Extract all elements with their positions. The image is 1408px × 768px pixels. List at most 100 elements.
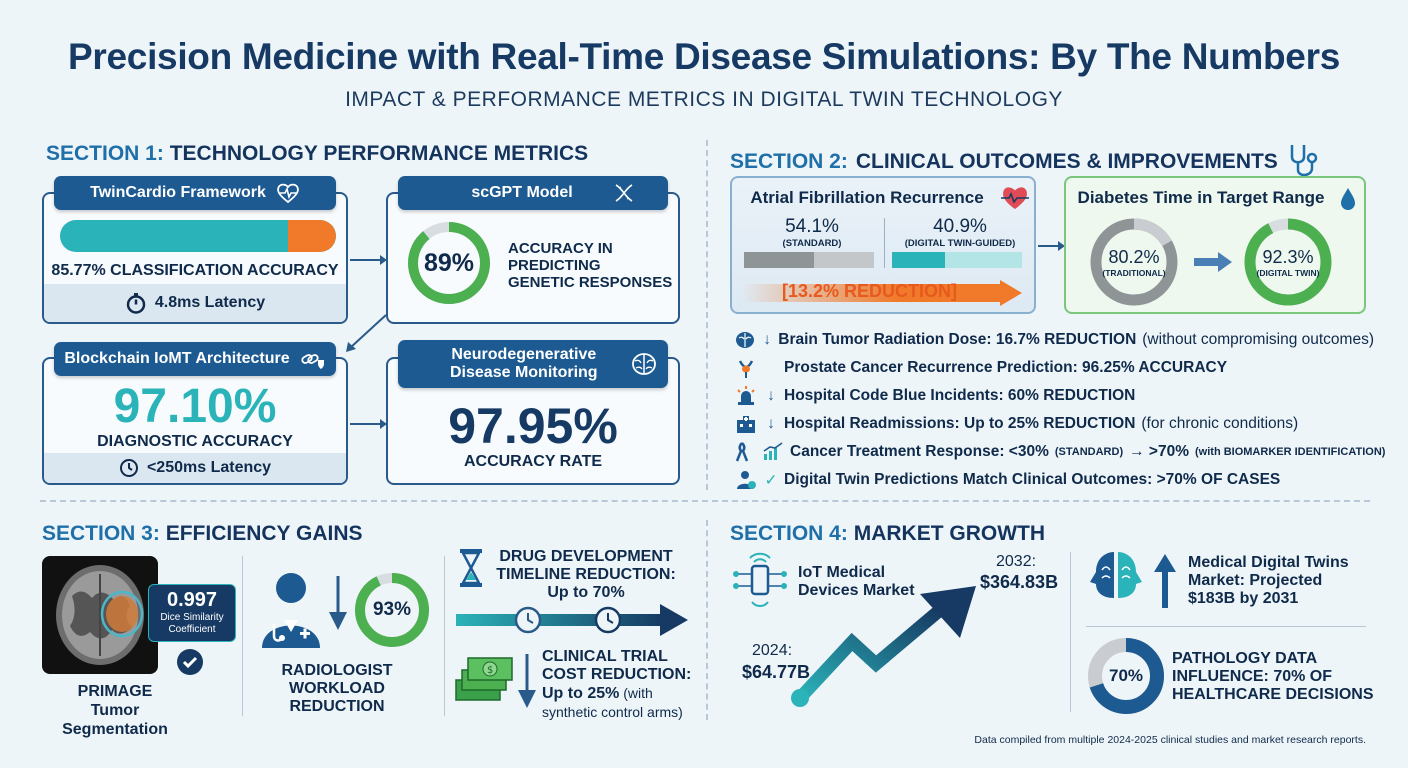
list-item-small: (STANDARD) [1054,446,1124,458]
list-item: ↓ Hospital Code Blue Incidents: 60% REDU… [734,382,1374,410]
diabetes-twin-value: 92.3% [1262,246,1314,267]
dice-score-badge: 0.997 Dice Similarity Coefficient [148,584,236,642]
diabetes-traditional-label: (TRADITIONAL) [1102,267,1166,278]
pathology-label-line1: PATHOLOGY DATA [1172,650,1318,667]
chain-shield-icon [300,354,324,369]
section1-prefix: SECTION 1: [46,142,164,165]
list-item-bold-2: → >70% [1129,443,1189,460]
section2-prefix: SECTION 2: [730,150,848,173]
list-item: ✓ Digital Twin Predictions Match Clinica… [734,466,1374,494]
section1-heading: SECTION 1: TECHNOLOGY PERFORMANCE METRIC… [46,142,588,166]
twincardio-latency-strip: 4.8ms Latency [44,284,346,322]
afib-standard-bar-fill [744,252,815,268]
brain-mri-icon [56,565,144,665]
arrow-right-icon-4 [1194,252,1232,272]
drop-icon [1341,188,1355,210]
outcomes-list: ↓ Brain Tumor Radiation Dose: 16.7% REDU… [734,326,1385,494]
radiologist-donut [355,573,429,647]
twins-label: Medical Digital Twins Market: Projected … [1188,554,1349,608]
hospital-icon [734,412,758,436]
neuro-value: 97.95% [448,398,618,454]
diabetes-twin-label: (DIGITAL TWIN) [1256,267,1320,278]
diabetes-twin: 92.3% (DIGITAL TWIN) [1242,216,1334,308]
dice-score-value: 0.997 [166,589,218,611]
arrow-right-icon-3 [1038,241,1065,251]
list-item-bold: Brain Tumor Radiation Dose: 16.7% REDUCT… [778,331,1137,348]
blockchain-latency: <250ms Latency [146,459,272,476]
twincardio-metric: 85.77% CLASSIFICATION ACCURACY [51,262,339,279]
down-arrow-icon: ↓ [767,387,775,404]
section3-title: EFFICIENCY GAINS [165,522,363,545]
section3-prefix: SECTION 3: [42,522,160,545]
twins-label-line1: Medical Digital Twins [1188,554,1349,571]
dice-score-label-2: Coefficient [168,624,216,635]
arrow-down-icon-2 [518,654,536,708]
pathology-label-line3: HEALTHCARE DECISIONS [1172,686,1374,703]
list-item-bold: Hospital Code Blue Incidents: 60% REDUCT… [784,387,1136,404]
scgpt-donut [408,222,490,304]
prostate-icon [734,356,758,380]
list-item-bold: Hospital Readmissions: Up to 25% REDUCTI… [784,415,1136,432]
twincardio-label: TwinCardio Framework [54,176,336,210]
arrow-right-icon-2 [350,419,387,429]
trial-label-line2: COST REDUCTION: [542,666,692,683]
twin-heads-icon [1090,552,1142,610]
scgpt-desc-line2: PREDICTING [508,257,601,274]
dice-score-label-1: Dice Similarity [160,612,224,623]
growth-arrow-icon [791,586,976,707]
primage-label: PRIMAGE Tumor Segmentation [42,682,188,739]
hourglass-icon [460,549,482,587]
arrow-down-left-icon [346,314,387,352]
page-title: Precision Medicine with Real-Time Diseas… [68,36,1340,77]
stopwatch-icon [126,293,146,314]
section4-heading: SECTION 4: MARKET GROWTH [730,522,1045,546]
neuro-label-line2: Disease Monitoring [450,364,598,381]
drug-label-line1: DRUG DEVELOPMENT [499,548,673,565]
section4-title: MARKET GROWTH [853,522,1046,545]
divider-s4 [1070,552,1071,712]
neuro-label: Neurodegenerative Disease Monitoring [398,340,668,388]
down-arrow-icon: ↓ [767,415,775,432]
afib-divider [884,218,885,268]
scgpt-desc-line1: ACCURACY IN [508,240,613,257]
neuro-label-text: Neurodegenerative Disease Monitoring [450,346,598,382]
alarm-icon [734,384,758,408]
scgpt-label-text: scGPT Model [471,184,573,201]
diabetes-label: Diabetes Time in Target Range [1077,188,1325,207]
trial-label-line1: CLINICAL TRIAL [542,648,668,665]
iot-start-year: 2024: [752,642,793,659]
drug-label: DRUG DEVELOPMENT TIMELINE REDUCTION: Up … [496,548,676,602]
down-arrow-icon: ↓ [763,331,772,348]
afib-twin-value: 40.9% [933,216,987,237]
trial-note-1: (with [619,685,653,701]
blockchain-value: 97.10% [113,380,277,433]
primage-label-line1: PRIMAGE [77,683,153,700]
iot-start-value: $64.77B [742,662,811,682]
afib-standard-value: 54.1% [785,216,839,237]
blockchain-latency-strip: <250ms Latency [44,453,346,483]
pathology-label-line2: INFLUENCE: 70% OF [1172,668,1333,685]
list-item-bold: Cancer Treatment Response: <30% [790,443,1049,460]
twincardio-card: 85.77% CLASSIFICATION ACCURACY 4.8ms Lat… [42,192,348,324]
divider-vertical-top [706,140,708,490]
arrow-down-icon [329,576,347,630]
iot-label-line1: IoT Medical [798,564,886,581]
brain-icon-2 [734,328,756,352]
list-item: ↓ Brain Tumor Radiation Dose: 16.7% REDU… [734,326,1374,354]
divider-s3-1 [242,556,243,716]
iot-device-icon [733,552,787,607]
section1-title: TECHNOLOGY PERFORMANCE METRICS [169,142,589,165]
radiologist-value: 93% [372,599,412,620]
chart-up-icon [762,440,784,464]
afib-twin-bar [892,252,1022,268]
radiologist-label-line2: WORKLOAD [289,680,385,697]
neuro-label-line1: Neurodegenerative [451,346,597,363]
afib-label: Atrial Fibrillation Recurrence [750,188,984,207]
diabetes-traditional-value: 80.2% [1108,246,1160,267]
list-item-bold: Prostate Cancer Recurrence Prediction: 9… [784,359,1228,376]
scgpt-card: 89% ACCURACY IN PREDICTING GENETIC RESPO… [386,192,680,324]
scgpt-label: scGPT Model [398,176,668,210]
blockchain-label: Blockchain IoMT Architecture [54,342,336,376]
list-item-bold: Digital Twin Predictions Match Clinical … [784,471,1281,488]
page-subtitle: IMPACT & PERFORMANCE METRICS IN DIGITAL … [345,88,1063,111]
